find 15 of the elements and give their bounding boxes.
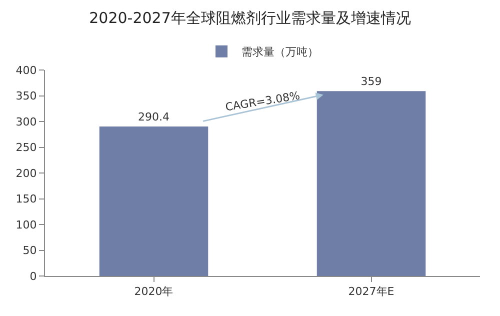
legend-label: 需求量（万吨） (242, 46, 318, 59)
y-tick-label: 350 (16, 90, 37, 103)
y-tick-label: 0 (30, 270, 37, 283)
y-tick-label: 100 (16, 218, 37, 232)
y-tick-label: 50 (22, 244, 37, 258)
y-tick-label: 250 (16, 141, 37, 154)
data-label: 359 (360, 75, 382, 88)
y-tick-label: 200 (16, 166, 37, 180)
x-tick-label: 2027年E (348, 285, 394, 298)
y-tick-label: 300 (16, 115, 37, 128)
y-tick-label: 400 (16, 64, 37, 77)
y-tick-label: 150 (16, 192, 37, 206)
x-tick-label: 2020年 (134, 285, 174, 298)
chart-title: 2020-2027年全球阻燃剂行业需求量及增速情况 (89, 9, 411, 28)
data-label: 290.4 (138, 110, 170, 124)
